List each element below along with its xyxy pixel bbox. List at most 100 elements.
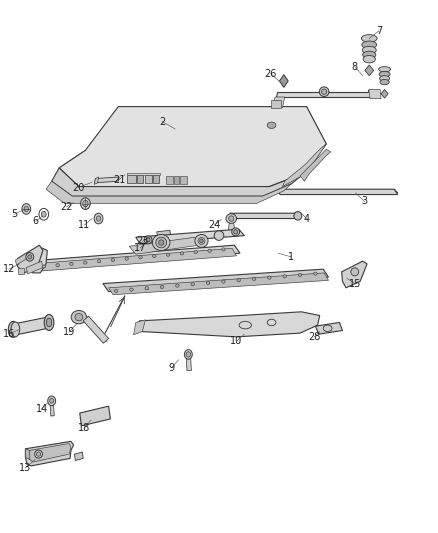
Polygon shape bbox=[342, 261, 367, 288]
Text: 14: 14 bbox=[35, 404, 48, 414]
Ellipse shape bbox=[363, 55, 375, 63]
Ellipse shape bbox=[156, 237, 166, 248]
Ellipse shape bbox=[42, 265, 46, 268]
Polygon shape bbox=[315, 322, 343, 334]
Polygon shape bbox=[136, 229, 244, 244]
Ellipse shape bbox=[378, 67, 391, 72]
Text: 5: 5 bbox=[11, 209, 18, 219]
Polygon shape bbox=[300, 149, 331, 181]
Ellipse shape bbox=[294, 212, 302, 220]
Polygon shape bbox=[13, 317, 50, 335]
Polygon shape bbox=[74, 452, 83, 461]
Ellipse shape bbox=[208, 249, 211, 252]
Polygon shape bbox=[381, 90, 388, 98]
Polygon shape bbox=[365, 65, 374, 76]
Ellipse shape bbox=[298, 273, 302, 277]
Ellipse shape bbox=[206, 281, 210, 285]
Polygon shape bbox=[59, 107, 326, 187]
Ellipse shape bbox=[362, 46, 376, 54]
Polygon shape bbox=[275, 189, 398, 195]
Polygon shape bbox=[157, 230, 171, 239]
Ellipse shape bbox=[152, 235, 170, 251]
Polygon shape bbox=[94, 177, 99, 184]
Text: 6: 6 bbox=[33, 216, 39, 226]
Text: 20: 20 bbox=[72, 183, 84, 192]
Ellipse shape bbox=[229, 216, 234, 221]
Polygon shape bbox=[228, 219, 235, 230]
Polygon shape bbox=[230, 213, 300, 219]
Text: 2: 2 bbox=[159, 117, 165, 126]
Ellipse shape bbox=[41, 212, 46, 217]
Polygon shape bbox=[180, 176, 187, 184]
Ellipse shape bbox=[152, 254, 156, 257]
Polygon shape bbox=[186, 356, 191, 370]
Ellipse shape bbox=[24, 206, 28, 212]
Text: 18: 18 bbox=[78, 423, 90, 433]
Ellipse shape bbox=[321, 89, 327, 94]
Ellipse shape bbox=[22, 204, 31, 214]
Ellipse shape bbox=[252, 277, 256, 280]
Text: 19: 19 bbox=[63, 327, 75, 336]
Polygon shape bbox=[103, 269, 328, 292]
Ellipse shape bbox=[48, 396, 56, 406]
Ellipse shape bbox=[194, 251, 198, 254]
Ellipse shape bbox=[222, 248, 225, 251]
Ellipse shape bbox=[214, 231, 224, 240]
Text: 15: 15 bbox=[349, 279, 361, 288]
Ellipse shape bbox=[56, 264, 60, 267]
Text: 24: 24 bbox=[208, 220, 221, 230]
Ellipse shape bbox=[159, 240, 164, 245]
Ellipse shape bbox=[380, 79, 389, 85]
Ellipse shape bbox=[363, 51, 376, 59]
Polygon shape bbox=[25, 449, 30, 459]
Ellipse shape bbox=[145, 287, 148, 290]
Text: 16: 16 bbox=[3, 329, 15, 339]
Ellipse shape bbox=[130, 288, 133, 291]
Text: 17: 17 bbox=[134, 243, 146, 253]
Ellipse shape bbox=[314, 272, 317, 275]
Ellipse shape bbox=[234, 230, 237, 234]
Polygon shape bbox=[271, 100, 281, 108]
Ellipse shape bbox=[362, 41, 377, 49]
Polygon shape bbox=[137, 175, 143, 183]
Ellipse shape bbox=[176, 284, 179, 287]
Ellipse shape bbox=[195, 235, 208, 247]
Ellipse shape bbox=[319, 87, 329, 96]
Polygon shape bbox=[46, 181, 291, 204]
Ellipse shape bbox=[166, 253, 170, 256]
Ellipse shape bbox=[114, 289, 118, 293]
Ellipse shape bbox=[351, 268, 359, 276]
Text: 8: 8 bbox=[352, 62, 358, 71]
Ellipse shape bbox=[144, 236, 152, 244]
Ellipse shape bbox=[71, 310, 87, 324]
Polygon shape bbox=[28, 443, 71, 462]
Ellipse shape bbox=[36, 452, 41, 456]
Polygon shape bbox=[95, 177, 119, 183]
Polygon shape bbox=[279, 75, 288, 87]
Text: 9: 9 bbox=[169, 363, 175, 373]
Polygon shape bbox=[80, 406, 110, 426]
Ellipse shape bbox=[232, 228, 240, 236]
Text: 1: 1 bbox=[288, 252, 294, 262]
Text: 28: 28 bbox=[308, 332, 321, 342]
Polygon shape bbox=[134, 320, 145, 335]
Polygon shape bbox=[129, 237, 199, 254]
Polygon shape bbox=[33, 248, 237, 271]
Polygon shape bbox=[26, 261, 43, 274]
Ellipse shape bbox=[267, 122, 276, 128]
Polygon shape bbox=[25, 441, 74, 466]
Ellipse shape bbox=[97, 260, 101, 263]
Text: 4: 4 bbox=[304, 214, 310, 223]
Polygon shape bbox=[52, 168, 304, 196]
Ellipse shape bbox=[94, 213, 103, 224]
Polygon shape bbox=[283, 144, 326, 187]
Ellipse shape bbox=[26, 253, 34, 261]
Text: 12: 12 bbox=[3, 264, 15, 274]
Polygon shape bbox=[18, 268, 24, 274]
Ellipse shape bbox=[83, 200, 88, 207]
Polygon shape bbox=[145, 175, 152, 183]
Ellipse shape bbox=[84, 261, 87, 264]
Polygon shape bbox=[369, 90, 381, 99]
Polygon shape bbox=[127, 173, 160, 175]
Text: 26: 26 bbox=[265, 69, 277, 78]
